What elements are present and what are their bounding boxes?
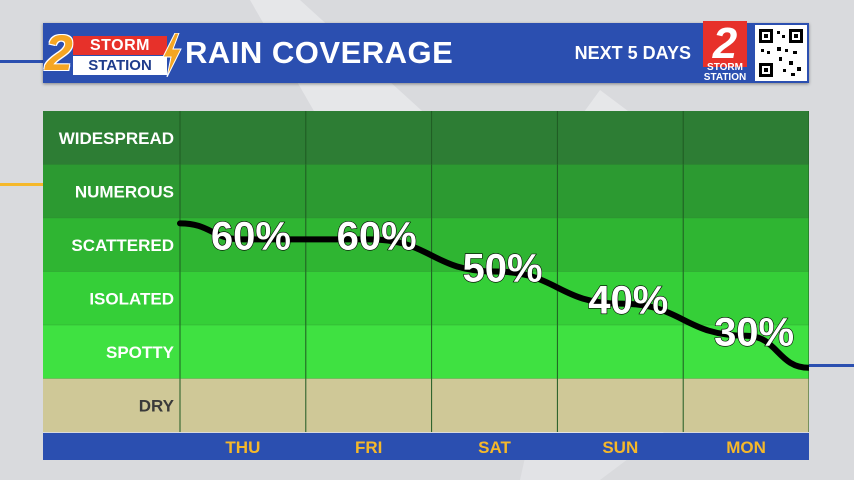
rain-coverage-chart: WIDESPREAD NUMEROUS SCATTERED ISOLATED SPOTT… [43, 111, 809, 461]
data-label: 30% [714, 311, 794, 355]
band-widespread [43, 111, 809, 165]
accent-stripe-left-orange [0, 183, 44, 186]
x-tick-label: SAT [478, 438, 511, 457]
data-label: 60% [211, 214, 291, 258]
y-category-label: NUMEROUS [75, 182, 174, 201]
data-label: 40% [588, 279, 668, 323]
logo-right-storm-text: STORM [707, 62, 743, 73]
header-bar: STORM STATION 2 RAIN COVERAGE NEXT 5 DAY… [43, 21, 809, 83]
accent-stripe-right-blue [808, 364, 854, 367]
storm-station-logo: STORM STATION 2 [43, 23, 182, 83]
x-tick-label: FRI [355, 438, 382, 457]
logo-number: 2 [45, 25, 73, 81]
x-tick-label: SUN [602, 438, 638, 457]
logo-storm-text: STORM [73, 36, 167, 55]
band-numerous [43, 164, 809, 218]
page-title: RAIN COVERAGE [185, 35, 454, 70]
accent-stripe-left-blue [0, 60, 44, 63]
y-category-label: ISOLATED [89, 289, 174, 308]
storm-station-logo-right: 2 STORM STATION [697, 21, 753, 83]
logo-right-station-text: STATION [703, 72, 747, 83]
x-tick-label: THU [225, 438, 260, 457]
data-label: 50% [462, 247, 542, 291]
data-label: 60% [337, 214, 417, 258]
logo-station-text: STATION [73, 56, 167, 75]
qr-code-icon [755, 25, 807, 81]
y-category-label: DRY [139, 396, 175, 415]
y-category-label: WIDESPREAD [59, 129, 174, 148]
chart-svg: WIDESPREAD NUMEROUS SCATTERED ISOLATED SPOTT… [43, 111, 809, 432]
y-category-label: SCATTERED [71, 236, 174, 255]
page-subtitle: NEXT 5 DAYS [574, 43, 691, 63]
x-axis-labels: THU FRI SAT SUN MON [225, 438, 766, 457]
day-axis-bar [43, 433, 809, 460]
x-tick-label: MON [726, 438, 766, 457]
y-category-label: SPOTTY [106, 343, 175, 362]
band-dry [43, 378, 809, 432]
lightning-bolt-icon [162, 33, 182, 77]
coverage-line [177, 220, 809, 371]
band-spotty [43, 325, 809, 379]
band-scattered [43, 218, 809, 272]
logo-right-number: 2 [703, 21, 747, 67]
